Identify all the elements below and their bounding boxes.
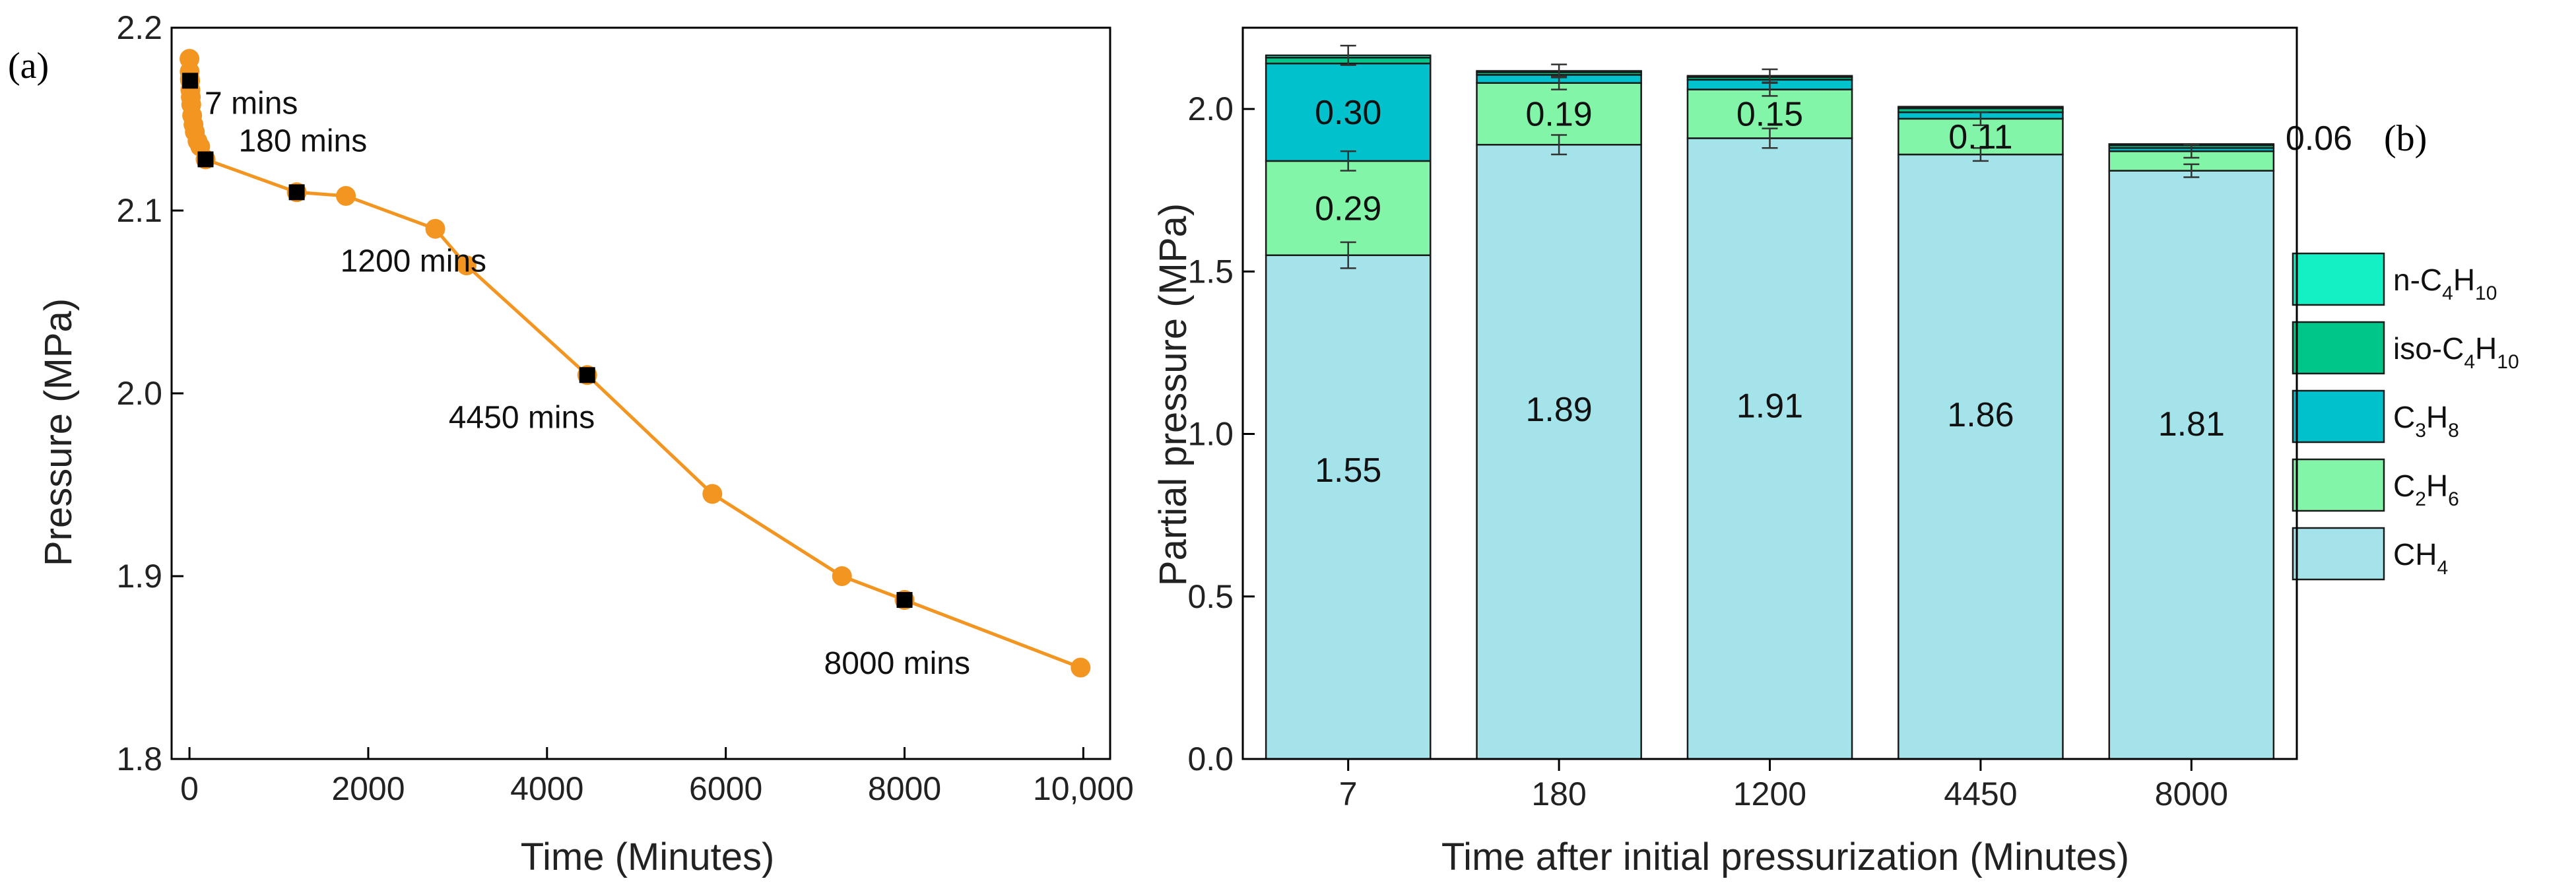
- chart-a-highlight-marker: [896, 592, 913, 609]
- chart-b-bar-label-c2h6: 0.29: [1315, 189, 1381, 228]
- chart-b-y-tick-label: 1.0: [1187, 416, 1234, 453]
- chart-a-data-point: [702, 484, 723, 504]
- chart-a-x-tick-label: 10,000: [1033, 770, 1134, 807]
- legend-label-part: 4: [2464, 351, 2475, 373]
- legend-label-part: 8: [2448, 420, 2459, 442]
- chart-b-y-tick-label: 0.5: [1187, 578, 1234, 615]
- chart-a-y-tick-label: 1.9: [116, 558, 162, 595]
- chart-a-highlight-marker: [288, 184, 305, 201]
- chart-b-x-tick-label: 8000: [2155, 775, 2228, 812]
- legend-label-part: 10: [2497, 351, 2519, 373]
- chart-a-annotation: 7 mins: [205, 86, 298, 121]
- chart-a-x-axis-title: Time (Minutes): [521, 836, 775, 878]
- chart-a-frame: [170, 26, 1111, 760]
- chart-a-x-tick-label: 8000: [868, 770, 941, 807]
- legend-swatch: [2292, 321, 2385, 375]
- panel-b-label: (b): [2384, 118, 2427, 159]
- chart-b-y-tick-label: 0.0: [1187, 741, 1234, 777]
- chart-b-bar-label-ch4: 1.91: [1736, 387, 1803, 426]
- chart-a-highlight-marker: [579, 367, 595, 383]
- chart-b-bar-label-c2h6: 0.11: [1948, 118, 2012, 156]
- chart-b-x-tick-label: 7: [1339, 775, 1358, 812]
- chart-b-bar-label-c2h6: 0.19: [1525, 95, 1592, 133]
- chart-b-x-tick-label: 180: [1531, 775, 1586, 812]
- legend-label: CH4: [2393, 537, 2448, 579]
- chart-b-y-tick-label: 2.0: [1187, 90, 1234, 127]
- chart-a-annotation: 1200 mins: [341, 244, 486, 279]
- legend-label-part: 6: [2448, 488, 2459, 510]
- chart-a-data-point: [1071, 657, 1091, 678]
- legend-label-part: 3: [2415, 420, 2426, 442]
- legend-label-part: n-C: [2393, 263, 2442, 297]
- chart-b-bar-segment-c3h8: [1265, 62, 1432, 162]
- chart-a-data-point: [456, 255, 477, 276]
- chart-a-data-point: [425, 218, 446, 239]
- chart-a-data-point: [336, 185, 356, 206]
- legend-swatch: [2292, 389, 2385, 444]
- chart-a: (a) Pressure (MPa) Time (Minutes) 0 2000 4…: [8, 9, 1134, 878]
- chart-a-highlight-marker: [197, 151, 214, 168]
- legend-label-part: H: [2475, 331, 2497, 366]
- chart-b-bar-segment-ch4: [1265, 254, 1432, 760]
- chart-a-y-axis-title: Pressure (MPa): [37, 298, 80, 566]
- chart-a-y-tick-label: 2.2: [116, 9, 162, 46]
- chart-a-annotation: 8000 mins: [824, 646, 970, 681]
- legend-label: iso-C4H10: [2393, 331, 2519, 373]
- legend-label-part: 4: [2442, 282, 2453, 304]
- panel-a-label: (a): [8, 46, 49, 86]
- legend-swatch: [2292, 252, 2385, 306]
- chart-a-x-tick-label: 6000: [689, 770, 762, 807]
- legend-label-part: 2: [2415, 488, 2426, 510]
- chart-a-x-tick-label: 0: [180, 770, 199, 807]
- chart-b-x-axis-title: Time after initial pressurization (Minut…: [1441, 836, 2129, 878]
- chart-a-y-tick-label: 1.8: [116, 741, 162, 777]
- chart-b-bar-label-c2h6: 0.15: [1736, 95, 1803, 133]
- chart-b-bar-segment-ch4: [1476, 144, 1642, 760]
- legend-swatch: [2292, 527, 2385, 581]
- legend-label: C3H8: [2393, 400, 2459, 442]
- chart-a-y-tick-label: 2.1: [116, 192, 162, 229]
- legend-label: n-C4H10: [2393, 263, 2497, 304]
- chart-b-bar-segment-c2h6: [1265, 160, 1432, 256]
- chart-b-y-axis-title: Partial pressure (MPa): [1152, 203, 1195, 586]
- chart-a-data-point: [832, 566, 852, 586]
- chart-b-x-tick-label: 1200: [1733, 775, 1806, 812]
- chart-b-bar-label-c2h6: 0.06: [2286, 119, 2352, 158]
- chart-b-bar-label-ch4: 1.55: [1315, 451, 1381, 490]
- legend-label-part: 10: [2475, 282, 2497, 304]
- legend-swatch: [2292, 458, 2385, 512]
- legend-label-part: H: [2453, 263, 2475, 297]
- chart-b-y-tick-label: 1.5: [1187, 253, 1234, 290]
- chart-b-bar-label-ch4: 1.86: [1947, 396, 2014, 434]
- chart-b: (b) Partial pressure (MPa) Time after in…: [1152, 26, 2519, 878]
- legend-label-part: H: [2426, 469, 2448, 503]
- legend-label-part: iso-C: [2393, 331, 2464, 366]
- chart-a-annotation: 180 mins: [238, 123, 367, 158]
- chart-b-bar-segment-ch4: [1686, 137, 1853, 760]
- chart-a-x-tick-label: 4000: [510, 770, 583, 807]
- chart-b-bar-label-ch4: 1.81: [2158, 405, 2225, 444]
- chart-b-frame: [1241, 26, 2298, 760]
- chart-b-bar-label-c3h8: 0.30: [1315, 94, 1381, 132]
- legend-label: C2H6: [2393, 469, 2459, 510]
- chart-b-x-tick-label: 4450: [1944, 775, 2017, 812]
- chart-a-annotation: 4450 mins: [449, 400, 595, 435]
- chart-b-bar-segment-n-c4h10: [1898, 106, 2064, 110]
- legend-label-part: CH: [2393, 537, 2437, 572]
- chart-b-bar-segment-ch4: [1898, 153, 2064, 760]
- chart-a-highlight-marker: [182, 73, 199, 89]
- chart-b-bar-label-ch4: 1.89: [1525, 391, 1592, 429]
- chart-a-x-tick-label: 2000: [331, 770, 405, 807]
- chart-b-bar-segment-ch4: [2108, 170, 2275, 760]
- legend-label-part: C: [2393, 469, 2415, 503]
- legend-label-part: H: [2426, 400, 2448, 434]
- chart-a-y-tick-label: 2.0: [116, 375, 162, 412]
- legend-label-part: C: [2393, 400, 2415, 434]
- legend-label-part: 4: [2437, 557, 2448, 579]
